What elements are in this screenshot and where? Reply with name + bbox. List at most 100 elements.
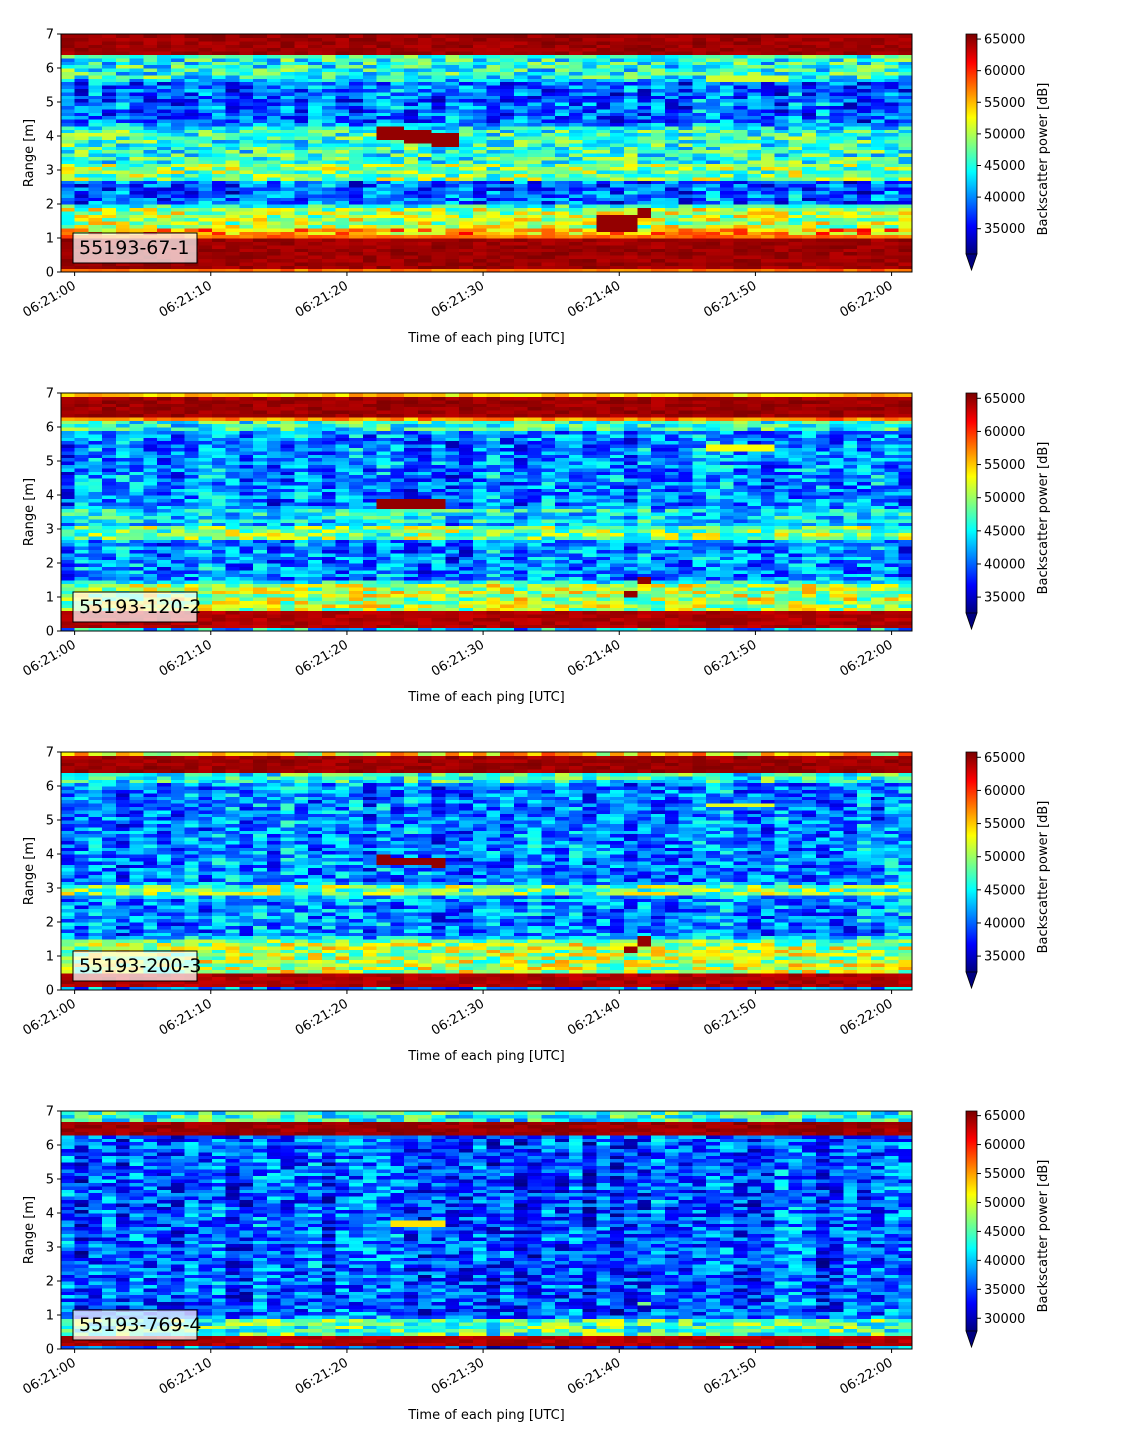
x-tick-label: 06:22:00 [838, 278, 896, 320]
colorbar-tick-label: 40000 [984, 557, 1025, 572]
colorbar-label: Backscatter power [dB] [1036, 83, 1051, 236]
colorbar-tick-label: 35000 [984, 222, 1025, 237]
colorbar-extend-triangle [966, 1331, 977, 1347]
y-tick-label: 6 [46, 1139, 54, 1154]
x-tick-label: 06:21:30 [429, 278, 487, 320]
x-tick-label: 06:21:40 [565, 1355, 623, 1397]
colorbar-tick-label: 45000 [984, 1225, 1025, 1240]
y-tick-label: 6 [46, 421, 54, 436]
colorbar-tick-label: 65000 [984, 751, 1025, 766]
x-tick-label: 06:22:00 [838, 1355, 896, 1397]
y-tick-label: 2 [46, 916, 54, 931]
colorbar-tick-label: 55000 [984, 96, 1025, 111]
y-axis-label: Range [m] [22, 119, 37, 187]
colorbar-tick-label: 55000 [984, 817, 1025, 832]
sensor-tag: 55193-120-2 [73, 592, 202, 622]
x-tick-label: 06:21:10 [157, 996, 215, 1038]
y-axis-label: Range [m] [22, 837, 37, 905]
y-tick-label: 3 [46, 164, 54, 179]
x-tick-label: 06:21:40 [565, 637, 623, 679]
colorbar-extend-triangle [966, 972, 977, 988]
y-tick-label: 4 [46, 1207, 54, 1222]
x-tick-label: 06:21:10 [157, 278, 215, 320]
x-tick-label: 06:21:20 [293, 996, 351, 1038]
x-tick-label: 06:21:20 [293, 278, 351, 320]
x-tick-label: 06:21:10 [157, 637, 215, 679]
y-tick-label: 7 [46, 1105, 54, 1120]
y-tick-label: 1 [46, 232, 54, 247]
x-tick-label: 06:21:50 [701, 278, 759, 320]
colorbar-tick-label: 35000 [984, 591, 1025, 606]
sensor-tag: 55193-200-3 [73, 951, 202, 981]
y-tick-label: 0 [46, 625, 54, 640]
x-tick-label: 06:21:00 [21, 996, 79, 1038]
colorbar-tick-label: 65000 [984, 1109, 1025, 1124]
y-tick-label: 2 [46, 198, 54, 213]
y-tick-label: 5 [46, 455, 54, 470]
colorbar-tick-label: 55000 [984, 458, 1025, 473]
sensor-tag-label: 55193-120-2 [79, 596, 202, 618]
y-tick-label: 4 [46, 489, 54, 504]
x-tick-label: 06:21:20 [293, 1355, 351, 1397]
x-tick-label: 06:21:00 [21, 1355, 79, 1397]
x-tick-label: 06:21:30 [429, 996, 487, 1038]
y-tick-label: 0 [46, 984, 54, 999]
colorbar-tick-label: 45000 [984, 159, 1025, 174]
colorbar-label: Backscatter power [dB] [1036, 1160, 1051, 1313]
colorbar-label: Backscatter power [dB] [1036, 801, 1051, 954]
colorbar-tick-label: 60000 [984, 64, 1025, 79]
colorbar-tick-label: 35000 [984, 950, 1025, 965]
colorbar-tick-label: 40000 [984, 916, 1025, 931]
sensor-tag-label: 55193-67-1 [79, 237, 189, 259]
sensor-tag-label: 55193-769-4 [79, 1314, 202, 1336]
y-tick-label: 6 [46, 62, 54, 77]
colorbar-tick-label: 60000 [984, 784, 1025, 799]
colorbar-tick-label: 30000 [984, 1312, 1025, 1327]
y-tick-label: 5 [46, 1173, 54, 1188]
colorbar-tick-label: 50000 [984, 1196, 1025, 1211]
y-axis-label: Range [m] [22, 1196, 37, 1264]
colorbar-tick-label: 60000 [984, 1138, 1025, 1153]
y-tick-label: 3 [46, 1241, 54, 1256]
y-tick-label: 3 [46, 882, 54, 897]
x-tick-label: 06:21:50 [701, 996, 759, 1038]
y-tick-label: 7 [46, 746, 54, 761]
colorbar [966, 34, 977, 255]
x-tick-label: 06:21:20 [293, 637, 351, 679]
colorbar-tick-label: 40000 [984, 191, 1025, 206]
y-tick-label: 0 [46, 1343, 54, 1358]
colorbar-tick-label: 50000 [984, 127, 1025, 142]
y-axis-label: Range [m] [22, 478, 37, 546]
colorbar-tick-label: 65000 [984, 392, 1025, 407]
x-tick-label: 06:21:30 [429, 637, 487, 679]
y-tick-label: 5 [46, 96, 54, 111]
y-tick-label: 2 [46, 557, 54, 572]
y-tick-label: 4 [46, 848, 54, 863]
colorbar-extend-triangle [966, 254, 977, 270]
x-axis-label: Time of each ping [UTC] [407, 690, 565, 705]
x-tick-label: 06:21:30 [429, 1355, 487, 1397]
x-tick-label: 06:21:50 [701, 637, 759, 679]
colorbar-tick-label: 40000 [984, 1254, 1025, 1269]
x-tick-label: 06:21:40 [565, 996, 623, 1038]
x-tick-label: 06:21:40 [565, 278, 623, 320]
x-axis-label: Time of each ping [UTC] [407, 1408, 565, 1423]
y-tick-label: 4 [46, 130, 54, 145]
x-tick-label: 06:22:00 [838, 996, 896, 1038]
y-tick-label: 3 [46, 523, 54, 538]
colorbar-extend-triangle [966, 613, 977, 629]
colorbar-tick-label: 65000 [984, 33, 1025, 48]
colorbar [966, 1111, 977, 1332]
colorbar-tick-label: 55000 [984, 1167, 1025, 1182]
colorbar [966, 393, 977, 614]
y-tick-label: 1 [46, 1309, 54, 1324]
x-axis-label: Time of each ping [UTC] [407, 1049, 565, 1064]
colorbar-tick-label: 45000 [984, 524, 1025, 539]
y-tick-label: 5 [46, 814, 54, 829]
y-tick-label: 1 [46, 950, 54, 965]
